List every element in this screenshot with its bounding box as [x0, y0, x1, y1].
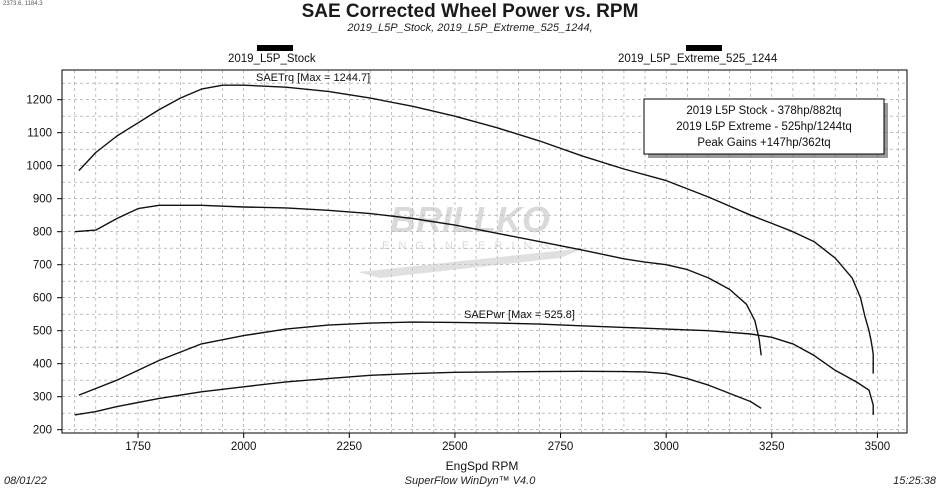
footer-software: SuperFlow WinDyn™ V4.0	[404, 475, 536, 487]
x-tick-label: 2000	[231, 441, 257, 453]
watermark-text: BRILLKO	[390, 199, 550, 240]
y-tick-label: 600	[33, 293, 52, 305]
legend-line-extreme: 2019 L5P Extreme - 525hp/1244tq	[676, 121, 852, 133]
x-tick-label: 2250	[337, 441, 363, 453]
plot-frame	[61, 69, 908, 434]
cursor-readout: 2373.6, 1184.3	[3, 1, 43, 7]
watermark-swoosh	[358, 248, 585, 278]
torque-max-annotation: SAETrq [Max = 1244.7]	[256, 72, 370, 84]
x-axis-label: EngSpd RPM	[446, 459, 519, 473]
y-tick-label: 1000	[26, 161, 52, 173]
run-2-color-bar	[686, 45, 722, 51]
y-tick-labels: 200 300 400 500 600 700 800 900 1000 1100 1200	[26, 95, 62, 437]
legend-line-stock: 2019 L5P Stock - 378hp/882tq	[686, 105, 841, 117]
x-tick-label: 3000	[653, 441, 679, 453]
run-1-label: 2019_L5P_Stock	[228, 53, 316, 65]
chart-subtitle: 2019_L5P_Stock, 2019_L5P_Extreme_525_124…	[347, 22, 593, 34]
x-tick-label: 3250	[759, 441, 785, 453]
watermark-logo: BRILLKO ENGINEERING	[358, 199, 585, 278]
legend-line-gains: Peak Gains +147hp/362tq	[697, 137, 830, 149]
run-1-color-bar	[257, 45, 293, 51]
footer-date: 08/01/22	[4, 475, 47, 487]
y-tick-label: 800	[33, 227, 52, 239]
x-tick-label: 2750	[548, 441, 574, 453]
y-tick-label: 300	[33, 392, 52, 404]
x-tick-label: 2500	[442, 441, 468, 453]
y-tick-label: 400	[33, 359, 52, 371]
chart-title: SAE Corrected Wheel Power vs. RPM	[301, 1, 639, 22]
x-tick-label: 3500	[865, 441, 891, 453]
run-2-label: 2019_L5P_Extreme_525_1244	[618, 53, 778, 65]
curves	[74, 84, 874, 416]
curve-saetrq-2019-l5p-extreme-525-1244	[78, 84, 874, 374]
x-tick-labels: 1750 2000 2250 2500 2750 3000 3250 3500	[125, 433, 890, 453]
y-tick-label: 700	[33, 260, 52, 272]
watermark-subtext: ENGINEERING	[382, 240, 558, 252]
x-tick-label: 1750	[125, 441, 151, 453]
curve-saepwr-2019-l5p-stock	[74, 370, 762, 416]
legend-box: 2019 L5P Stock - 378hp/882tq 2019 L5P Ex…	[643, 98, 888, 158]
legend-panel	[643, 98, 885, 155]
y-tick-label: 1200	[26, 95, 52, 107]
y-tick-label: 500	[33, 326, 52, 338]
curve-saepwr-2019-l5p-extreme-525-1244	[78, 321, 874, 415]
y-tick-label: 200	[33, 425, 52, 437]
footer-time: 15:25:38	[893, 475, 936, 487]
curve-saetrq-2019-l5p-stock	[74, 204, 762, 356]
y-tick-label: 1100	[27, 128, 52, 140]
y-tick-label: 900	[33, 194, 52, 206]
power-max-annotation: SAEPwr [Max = 525.8]	[464, 309, 575, 321]
